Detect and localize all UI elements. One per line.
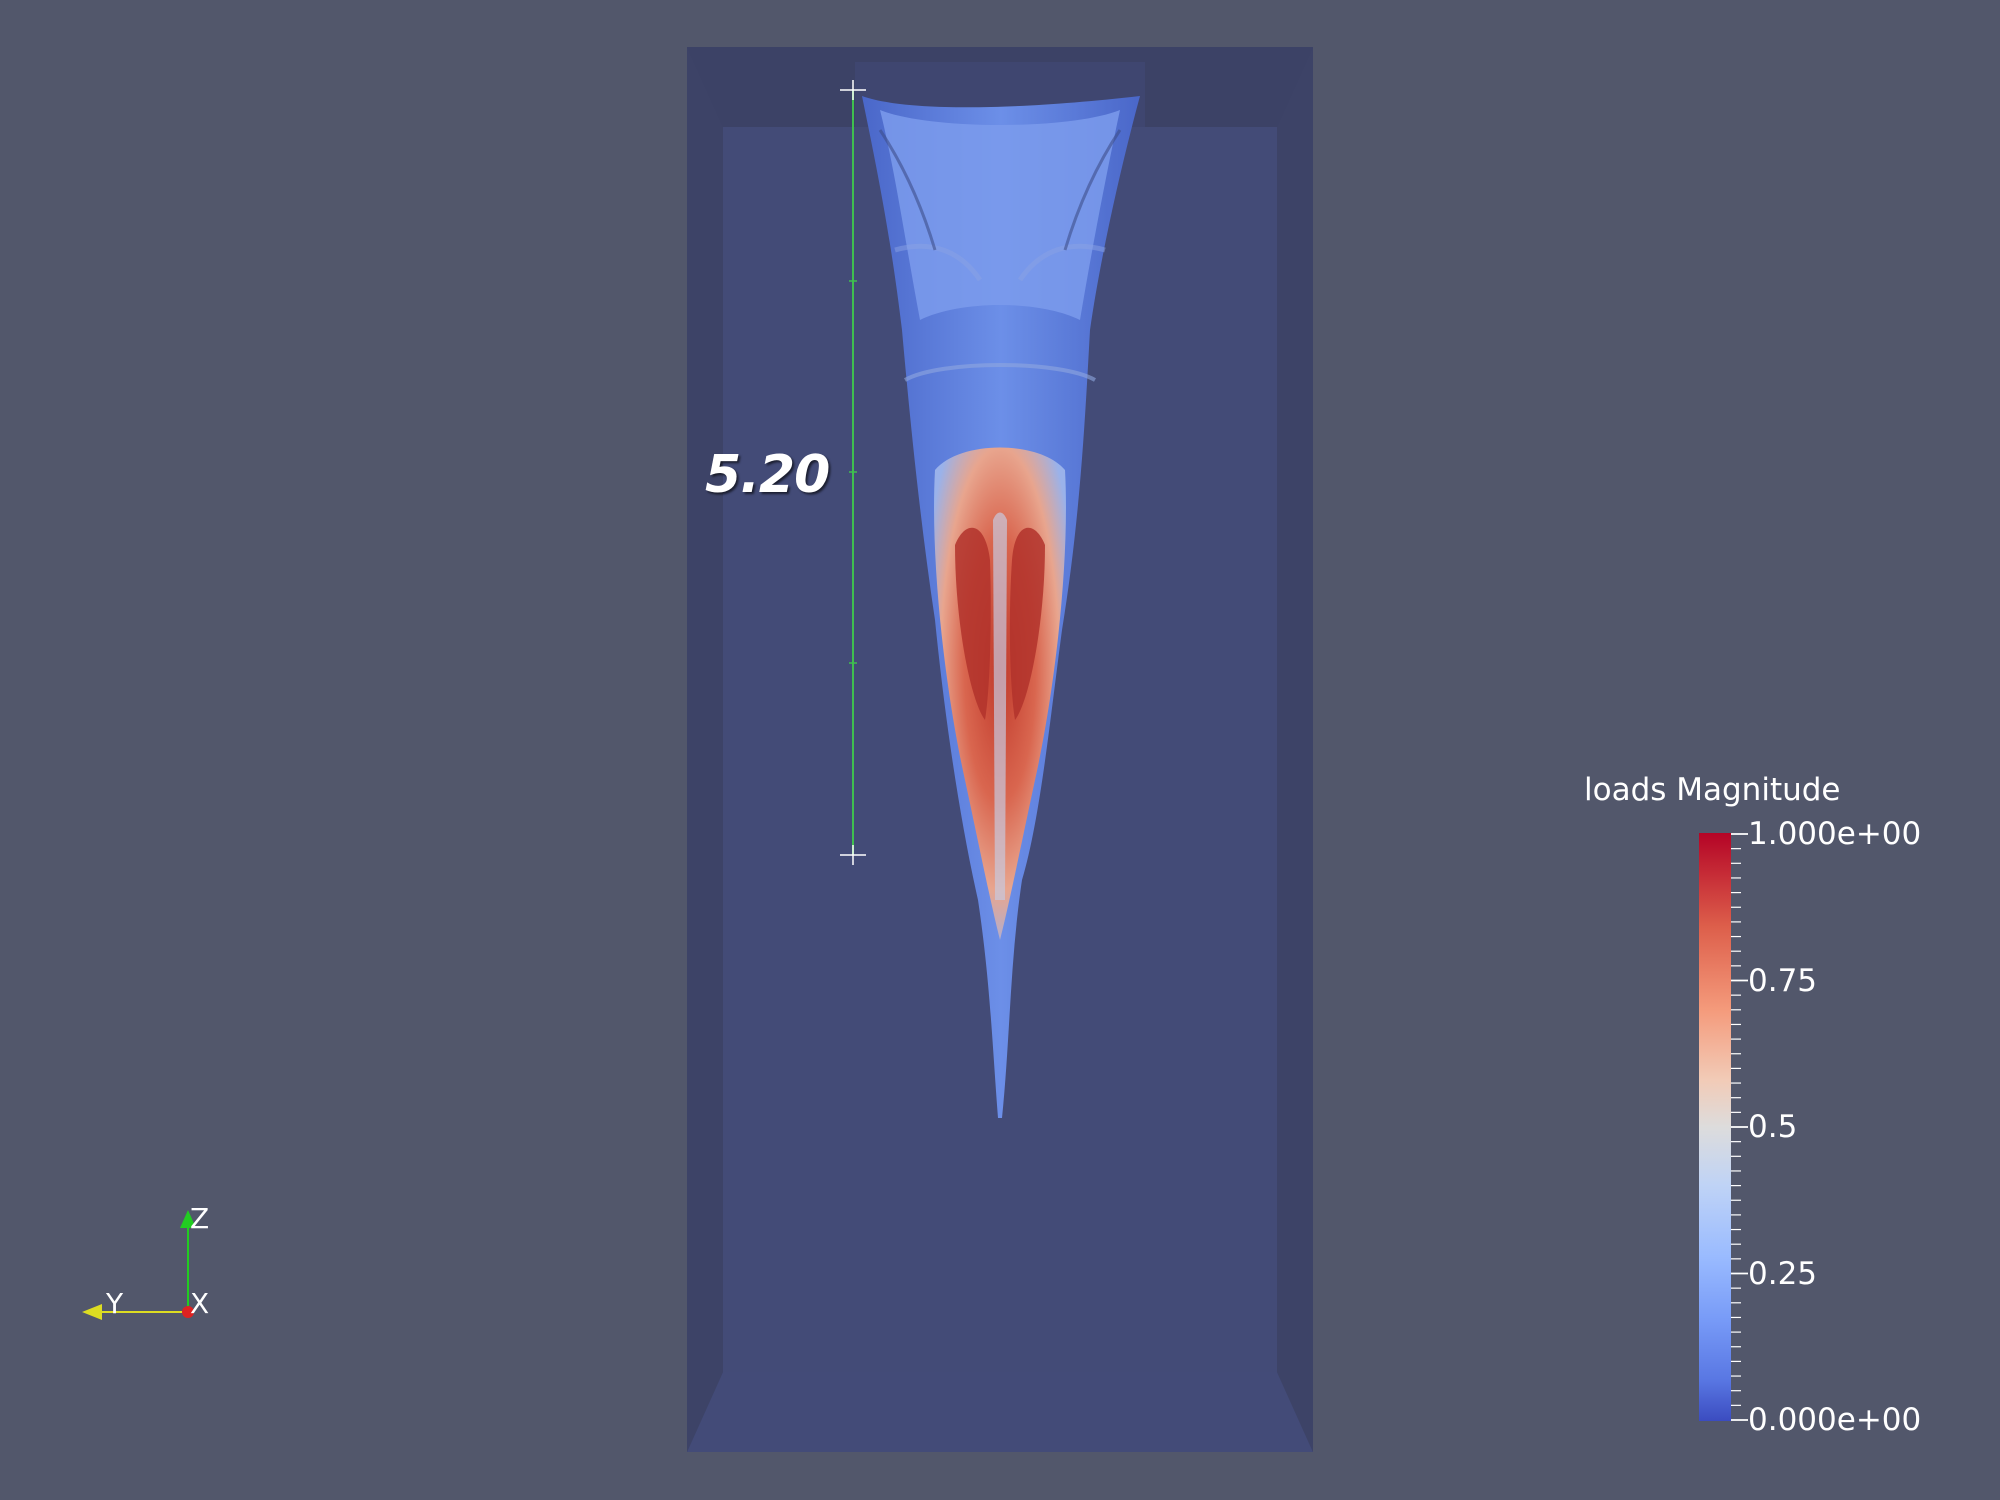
legend-color-bar [1699,833,1731,1421]
z-axis-arrow [180,1210,196,1228]
x-axis-label: X [190,1287,210,1320]
legend-ticks [1731,833,1748,1421]
legend-label-min: 0.000e+00 [1748,1402,1922,1438]
y-axis-arrow [82,1304,102,1320]
ruler [840,80,866,865]
legend-label-025: 0.25 [1748,1256,1818,1292]
orientation-axes [82,1210,196,1320]
y-axis-label: Y [106,1287,124,1320]
legend-label-05: 0.5 [1748,1109,1798,1145]
z-axis-label: Z [190,1202,210,1235]
legend-title: loads Magnitude [1584,772,1841,808]
legend-label-075: 0.75 [1748,963,1818,999]
x-axis-arrow [182,1306,194,1318]
ruler-distance-label: 5.20 [705,445,830,505]
legend-label-max: 1.000e+00 [1748,816,1922,852]
cone-surface [862,96,1140,1118]
